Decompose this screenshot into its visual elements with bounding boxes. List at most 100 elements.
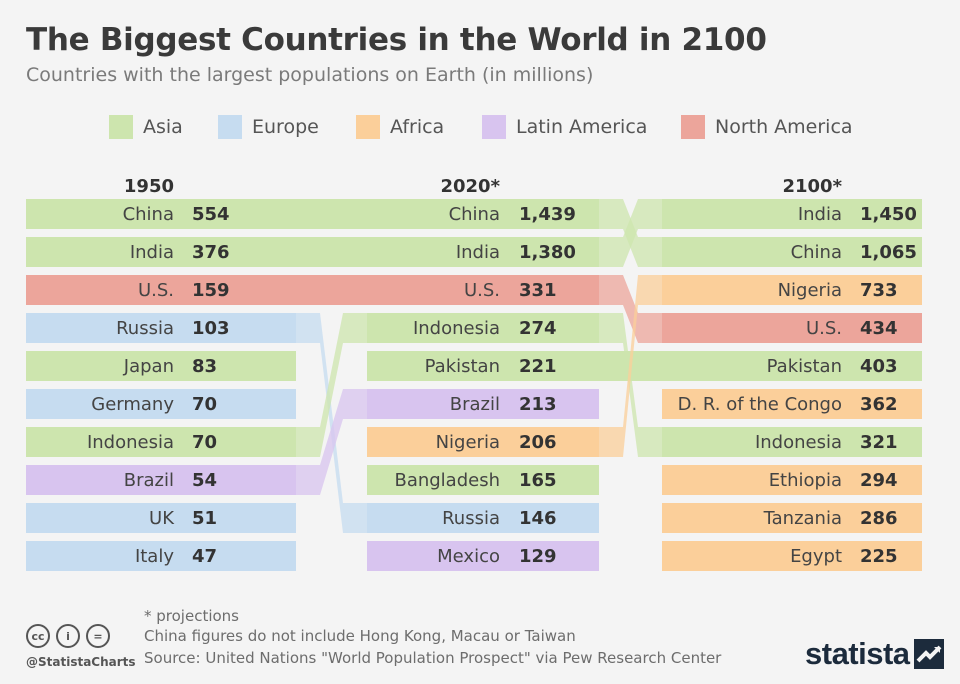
bar-ethiopia-2 [662,465,922,495]
bar-indonesia-0 [26,427,296,457]
value-label-u-s-1: 331 [519,280,557,301]
value-label-brazil-1: 213 [519,394,557,415]
bar-u-s-1 [367,275,599,305]
bar-indonesia-2 [662,427,922,457]
legend-swatch-africa [356,115,380,139]
legend-swatch-europe [218,115,242,139]
country-label-pakistan-2: Pakistan [767,356,842,377]
country-label-brazil-0: Brazil [124,470,174,491]
bar-japan-0 [26,351,296,381]
country-label-nigeria-1: Nigeria [436,432,500,453]
legend-item-latin-america: Latin America [482,114,647,140]
country-label-china-2: China [791,242,842,263]
legend-label-africa: Africa [390,116,445,138]
flow-india-0 [296,237,367,267]
value-label-russia-0: 103 [192,318,230,339]
row-labels: 1950 China 554 India 376 U.S. 159 Russia 103 Japa… [87,176,917,567]
country-label-ethiopia-2: Ethiopia [769,470,842,491]
legend-label-europe: Europe [252,116,319,138]
china-disclaimer: China figures do not include Hong Kong, … [144,627,576,645]
bar-china-1 [367,199,599,229]
flow-ribbons [296,199,662,533]
bar-nigeria-2 [662,275,922,305]
value-label-egypt-2: 225 [860,546,898,567]
country-label-india-1: India [456,242,500,263]
legend-item-africa: Africa [356,114,444,140]
country-label-u-s-1: U.S. [464,280,500,301]
value-label-u-s-2: 434 [860,318,898,339]
column-header-1: 2020* [440,176,500,197]
flow-indonesia-0 [296,313,367,457]
value-label-nigeria-1: 206 [519,432,557,453]
no-derivatives-icon: = [86,624,110,648]
bar-brazil-1 [367,389,599,419]
flow-india-1 [599,199,662,267]
bump-chart: 1950 China 554 India 376 U.S. 159 Russia 103 Japa… [26,176,922,571]
value-label-indonesia-0: 70 [192,432,217,453]
bar-india-0 [26,237,296,267]
legend-swatch-asia [109,115,133,139]
country-label-bangladesh-1: Bangladesh [394,470,500,491]
bar-bangladesh-1 [367,465,599,495]
bar-germany-0 [26,389,296,419]
value-label-pakistan-1: 221 [519,356,557,377]
value-label-germany-0: 70 [192,394,217,415]
chart-title: The Biggest Countries in the World in 21… [26,22,767,58]
bar-india-2 [662,199,922,229]
bar-brazil-0 [26,465,296,495]
column-header-0: 1950 [124,176,174,197]
bar-tanzania-2 [662,503,922,533]
country-label-germany-0: Germany [91,394,174,415]
value-label-india-1: 1,380 [519,242,576,263]
bar-d-r-of-the-congo-2 [662,389,922,419]
country-label-indonesia-2: Indonesia [755,432,842,453]
flow-nigeria-1 [599,275,662,457]
flow-u-s-0 [296,275,367,305]
country-label-japan-0: Japan [123,356,174,377]
creative-commons-icon: cc [26,624,50,648]
flow-russia-0 [296,313,367,533]
value-label-china-1: 1,439 [519,204,576,225]
country-label-mexico-1: Mexico [437,546,500,567]
country-label-nigeria-2: Nigeria [778,280,842,301]
country-label-indonesia-1: Indonesia [413,318,500,339]
chart-subtitle: Countries with the largest populations o… [26,64,594,86]
bar-pakistan-1 [367,351,599,381]
value-label-u-s-0: 159 [192,280,230,301]
value-label-uk-0: 51 [192,508,217,529]
legend-item-europe: Europe [218,114,319,140]
country-label-india-2: India [798,204,842,225]
value-label-brazil-0: 54 [192,470,217,491]
bar-russia-1 [367,503,599,533]
country-label-china-1: China [449,204,500,225]
value-label-nigeria-2: 733 [860,280,898,301]
bar-uk-0 [26,503,296,533]
attribution-icon: i [56,624,80,648]
value-label-mexico-1: 129 [519,546,557,567]
projection-note: * projections [144,607,239,625]
value-label-bangladesh-1: 165 [519,470,557,491]
bar-india-1 [367,237,599,267]
country-label-indonesia-0: Indonesia [87,432,174,453]
country-label-tanzania-2: Tanzania [763,508,842,529]
value-label-indonesia-1: 274 [519,318,557,339]
license-icons: cc i = [26,624,110,648]
value-label-indonesia-2: 321 [860,432,898,453]
column-header-2: 2100* [782,176,842,197]
bar-italy-0 [26,541,296,571]
legend-label-asia: Asia [143,116,183,138]
legend-item-asia: Asia [109,114,183,140]
country-label-russia-1: Russia [442,508,500,529]
bar-egypt-2 [662,541,922,571]
bar-u-s-2 [662,313,922,343]
value-label-d-r-of-the-congo-2: 362 [860,394,898,415]
row-bars [26,199,922,571]
country-label-italy-0: Italy [135,546,174,567]
legend-item-north-america: North America [681,114,853,140]
country-label-u-s-0: U.S. [138,280,174,301]
country-label-india-0: India [130,242,174,263]
brand-wordmark: statista [805,636,910,671]
flow-brazil-0 [296,389,367,495]
statista-mark-icon [913,639,944,669]
country-label-pakistan-1: Pakistan [425,356,500,377]
